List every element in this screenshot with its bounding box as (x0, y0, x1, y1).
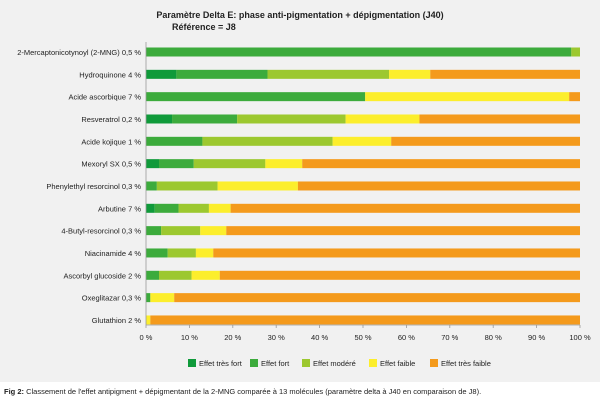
bar-segment (146, 248, 168, 258)
bar-segment (419, 114, 580, 124)
bar-segment (219, 270, 580, 280)
x-tick-label: 40 % (311, 333, 328, 342)
bar-segment (365, 92, 570, 102)
x-tick-label: 10 % (181, 333, 198, 342)
category-label: Mexoryl SX 0,5 % (81, 160, 141, 169)
category-label: Arbutine 7 % (98, 204, 141, 213)
category-label: Niacinamide 4 % (85, 249, 142, 258)
bar-segment (146, 159, 160, 169)
bar-segment (208, 203, 231, 213)
bar-segment (178, 203, 209, 213)
legend-swatch (302, 359, 310, 367)
legend-label: Effet très faible (441, 359, 491, 368)
bar-segment (202, 136, 333, 146)
bar-segment (174, 293, 580, 303)
legend-swatch (250, 359, 258, 367)
bar-segment (146, 136, 203, 146)
category-label: Glutathion 2 % (92, 316, 142, 325)
bar-segment (146, 181, 157, 191)
bar-segment (146, 114, 173, 124)
x-tick-label: 80 % (485, 333, 502, 342)
legend-swatch (430, 359, 438, 367)
x-tick-label: 20 % (224, 333, 241, 342)
stacked-bar-chart: Paramètre Delta E: phase anti-pigmentati… (17, 10, 591, 368)
bar-segment (150, 315, 580, 325)
category-label: Hydroquinone 4 % (79, 70, 141, 79)
bar-segment (569, 92, 580, 102)
bar-segment (159, 270, 192, 280)
bar-segment (176, 69, 268, 79)
x-tick-label: 70 % (441, 333, 458, 342)
bar-segment (195, 248, 214, 258)
chart-title: Paramètre Delta E: phase anti-pigmentati… (156, 10, 443, 20)
category-label: 2-Mercaptonicotynoyl (2-MNG) 0,5 % (17, 48, 141, 57)
bar-segment (161, 226, 201, 236)
bar-segment (159, 159, 194, 169)
bar-segment (191, 270, 220, 280)
category-label: Oxeglitazar 0,3 % (82, 294, 142, 303)
caption-prefix: Fig 2: (4, 387, 24, 396)
bar-segment (146, 47, 572, 57)
bar-segment (200, 226, 227, 236)
bar-segment (146, 315, 151, 325)
bar-segment (345, 114, 420, 124)
legend-swatch (369, 359, 377, 367)
x-tick-label: 60 % (398, 333, 415, 342)
bar-segment (154, 203, 179, 213)
figure-caption: Fig 2: Classement de l'effet antipigment… (4, 387, 596, 397)
bar-segment (146, 203, 155, 213)
bar-segment (297, 181, 580, 191)
x-tick-label: 0 % (140, 333, 153, 342)
bar-segment (193, 159, 266, 169)
bar-segment (146, 293, 151, 303)
bar-segment (226, 226, 581, 236)
x-tick-label: 50 % (354, 333, 371, 342)
category-label: 4-Butyl-resorcinol 0,3 % (61, 227, 141, 236)
bar-segment (156, 181, 218, 191)
bar-segment (389, 69, 431, 79)
bar-segment (571, 47, 580, 57)
bar-segment (217, 181, 298, 191)
category-label: Resveratrol 0,2 % (81, 115, 141, 124)
bar-segment (146, 270, 160, 280)
bar-segment (237, 114, 346, 124)
bar-segment (150, 293, 175, 303)
bar-segment (267, 69, 390, 79)
legend-label: Effet faible (380, 359, 415, 368)
x-tick-label: 90 % (528, 333, 545, 342)
bar-segment (265, 159, 303, 169)
bar-segment (146, 92, 366, 102)
chart-panel: Paramètre Delta E: phase anti-pigmentati… (0, 0, 600, 382)
bar-segment (172, 114, 238, 124)
bar-segment (146, 69, 177, 79)
bar-segment (167, 248, 196, 258)
category-label: Acide ascorbique 7 % (68, 93, 141, 102)
bar-segment (230, 203, 580, 213)
caption-text: Classement de l'effet antipigment + dépi… (24, 387, 482, 396)
legend-label: Effet très fort (199, 359, 243, 368)
bar-segment (332, 136, 392, 146)
x-tick-label: 30 % (268, 333, 285, 342)
category-label: Ascorbyl glucoside 2 % (63, 271, 141, 280)
bar-segment (302, 159, 580, 169)
category-label: Phenylethyl resorcinol 0,3 % (46, 182, 141, 191)
bar-segment (430, 69, 580, 79)
x-tick-label: 100 % (569, 333, 591, 342)
bar-segment (213, 248, 580, 258)
chart-subtitle: Référence = J8 (172, 22, 236, 32)
legend-label: Effet modéré (313, 359, 356, 368)
category-label: Acide kojique 1 % (81, 137, 141, 146)
bar-segment (146, 226, 162, 236)
legend-label: Effet fort (261, 359, 290, 368)
bar-segment (391, 136, 580, 146)
legend-swatch (188, 359, 196, 367)
